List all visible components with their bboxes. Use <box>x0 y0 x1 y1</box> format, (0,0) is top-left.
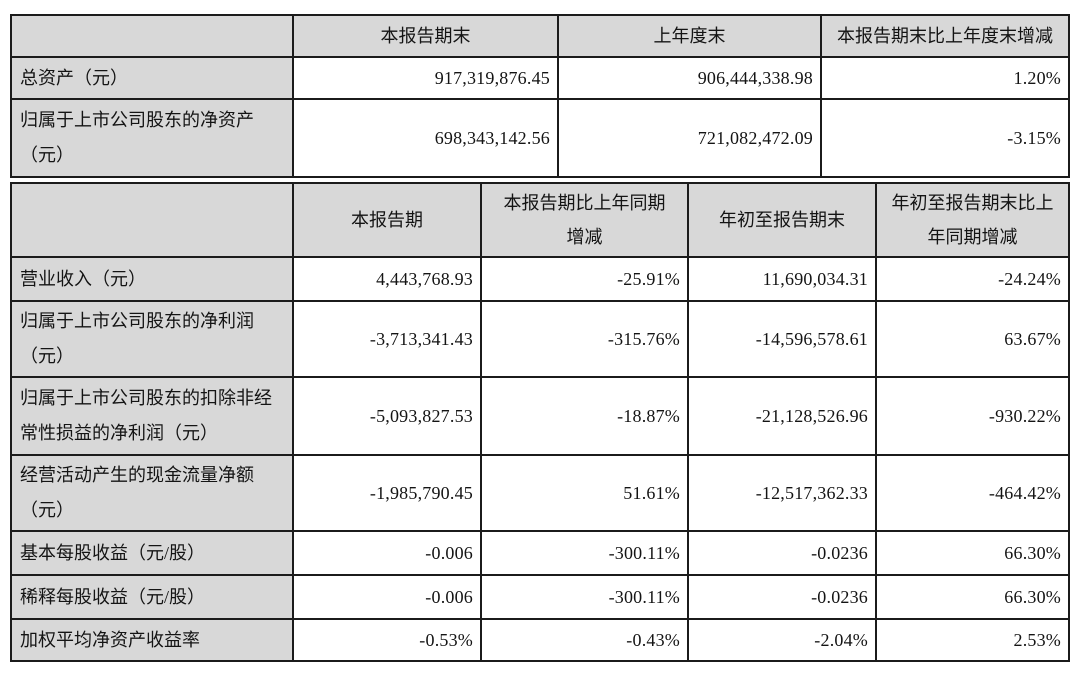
cell-value: 66.30% <box>875 574 1070 620</box>
header-cell-current-period: 本报告期 <box>292 182 482 258</box>
cell-value: -14,596,578.61 <box>687 300 877 378</box>
row-label: 加权平均净资产收益率 <box>10 618 294 662</box>
cell-value: -1,985,790.45 <box>292 454 482 532</box>
table-row-total-assets: 总资产（元） 917,319,876.45 906,444,338.98 1.2… <box>10 56 1070 100</box>
table-header-row: 本报告期末 上年度末 本报告期末比上年度末增减 <box>10 14 1070 58</box>
header-cell-prior-year-end: 上年度末 <box>557 14 822 58</box>
cell-value: 917,319,876.45 <box>292 56 559 100</box>
table-row-diluted-eps: 稀释每股收益（元/股） -0.006 -300.11% -0.0236 66.3… <box>10 574 1070 620</box>
cell-value: -0.43% <box>480 618 689 662</box>
row-label: 经营活动产生的现金流量净额 （元） <box>10 454 294 532</box>
cell-value: -315.76% <box>480 300 689 378</box>
row-label: 归属于上市公司股东的净资产 （元） <box>10 98 294 178</box>
header-cell-change-vs-prior-year-end: 本报告期末比上年度末增减 <box>820 14 1070 58</box>
header-cell-year-to-date: 年初至报告期末 <box>687 182 877 258</box>
cell-value: 63.67% <box>875 300 1070 378</box>
row-label: 基本每股收益（元/股） <box>10 530 294 576</box>
cell-value: -464.42% <box>875 454 1070 532</box>
cell-value: -25.91% <box>480 256 689 302</box>
reporting-period-summary-table: 本报告期 本报告期比上年同期 增减 年初至报告期末 年初至报告期末比上 年同期增… <box>10 182 1070 662</box>
cell-value: -3.15% <box>820 98 1070 178</box>
table-row-net-assets: 归属于上市公司股东的净资产 （元） 698,343,142.56 721,082… <box>10 98 1070 178</box>
cell-value: 11,690,034.31 <box>687 256 877 302</box>
row-label: 稀释每股收益（元/股） <box>10 574 294 620</box>
table-header-row: 本报告期 本报告期比上年同期 增减 年初至报告期末 年初至报告期末比上 年同期增… <box>10 182 1070 258</box>
cell-value: -300.11% <box>480 530 689 576</box>
row-label: 总资产（元） <box>10 56 294 100</box>
cell-value: -5,093,827.53 <box>292 376 482 456</box>
cell-value: -0.006 <box>292 530 482 576</box>
cell-value: 721,082,472.09 <box>557 98 822 178</box>
financial-summary-document: 本报告期末 上年度末 本报告期末比上年度末增减 总资产（元） 917,319,8… <box>10 14 1070 662</box>
cell-value: -21,128,526.96 <box>687 376 877 456</box>
cell-value: 66.30% <box>875 530 1070 576</box>
cell-value: 4,443,768.93 <box>292 256 482 302</box>
period-end-summary-table: 本报告期末 上年度末 本报告期末比上年度末增减 总资产（元） 917,319,8… <box>10 14 1070 178</box>
header-cell-change-vs-same-period: 本报告期比上年同期 增减 <box>480 182 689 258</box>
cell-value: 51.61% <box>480 454 689 532</box>
cell-value: 698,343,142.56 <box>292 98 559 178</box>
cell-value: -24.24% <box>875 256 1070 302</box>
header-cell-blank <box>10 182 294 258</box>
cell-value: -0.006 <box>292 574 482 620</box>
table-row-operating-cash-flow: 经营活动产生的现金流量净额 （元） -1,985,790.45 51.61% -… <box>10 454 1070 532</box>
table-row-operating-revenue: 营业收入（元） 4,443,768.93 -25.91% 11,690,034.… <box>10 256 1070 302</box>
cell-value: -2.04% <box>687 618 877 662</box>
table-row-weighted-avg-roe: 加权平均净资产收益率 -0.53% -0.43% -2.04% 2.53% <box>10 618 1070 662</box>
row-label: 归属于上市公司股东的扣除非经 常性损益的净利润（元） <box>10 376 294 456</box>
header-cell-ytd-change-vs-same-period: 年初至报告期末比上 年同期增减 <box>875 182 1070 258</box>
table-row-basic-eps: 基本每股收益（元/股） -0.006 -300.11% -0.0236 66.3… <box>10 530 1070 576</box>
header-cell-current-period-end: 本报告期末 <box>292 14 559 58</box>
cell-value: -18.87% <box>480 376 689 456</box>
table-row-net-profit-excl-nonrecurring: 归属于上市公司股东的扣除非经 常性损益的净利润（元） -5,093,827.53… <box>10 376 1070 456</box>
cell-value: 1.20% <box>820 56 1070 100</box>
row-label: 营业收入（元） <box>10 256 294 302</box>
cell-value: -0.0236 <box>687 574 877 620</box>
cell-value: -930.22% <box>875 376 1070 456</box>
cell-value: -300.11% <box>480 574 689 620</box>
cell-value: -3,713,341.43 <box>292 300 482 378</box>
cell-value: -0.53% <box>292 618 482 662</box>
cell-value: -12,517,362.33 <box>687 454 877 532</box>
row-label: 归属于上市公司股东的净利润 （元） <box>10 300 294 378</box>
header-cell-blank <box>10 14 294 58</box>
cell-value: -0.0236 <box>687 530 877 576</box>
cell-value: 906,444,338.98 <box>557 56 822 100</box>
cell-value: 2.53% <box>875 618 1070 662</box>
table-row-net-profit: 归属于上市公司股东的净利润 （元） -3,713,341.43 -315.76%… <box>10 300 1070 378</box>
